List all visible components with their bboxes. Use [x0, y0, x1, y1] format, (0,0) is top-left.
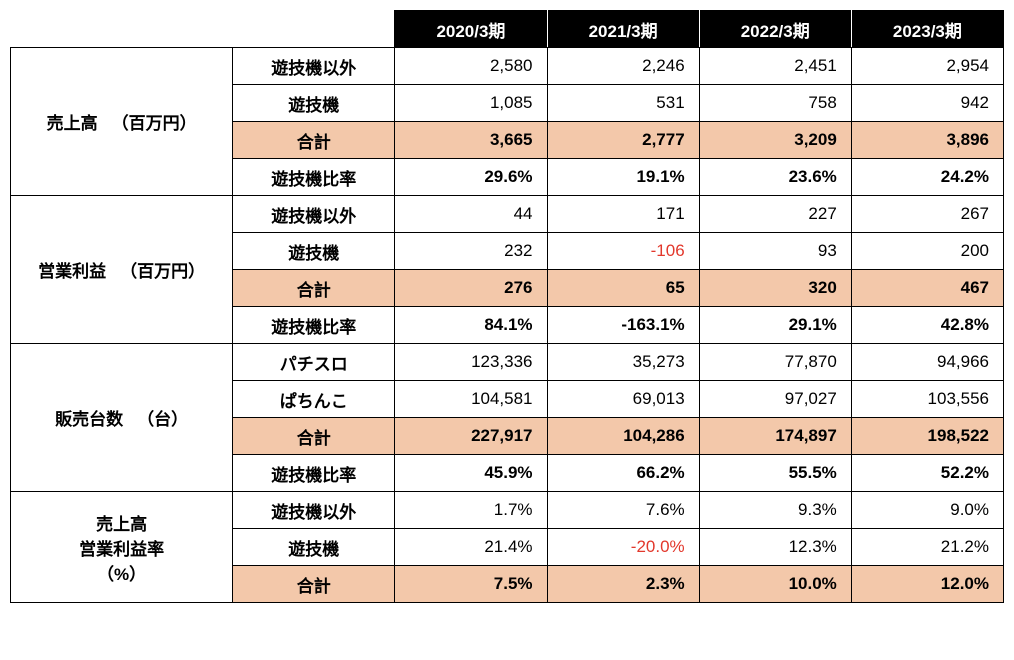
- value-cell: 198,522: [851, 418, 1003, 455]
- value-cell: 531: [547, 85, 699, 122]
- value-cell: 84.1%: [395, 307, 547, 344]
- metric-unit: （百万円）: [112, 109, 197, 134]
- empty-corner: [11, 11, 395, 48]
- value-cell: -106: [547, 233, 699, 270]
- value-cell: 104,286: [547, 418, 699, 455]
- value-cell: 66.2%: [547, 455, 699, 492]
- header-row: 2020/3期 2021/3期 2022/3期 2023/3期: [11, 11, 1004, 48]
- value-cell: 94,966: [851, 344, 1003, 381]
- table-row: 売上高営業利益率（%）遊技機以外1.7%7.6%9.3%9.0%: [11, 492, 1004, 529]
- value-cell: 55.5%: [699, 455, 851, 492]
- value-cell: 12.0%: [851, 566, 1003, 603]
- value-cell: 52.2%: [851, 455, 1003, 492]
- subrow-label: 合計: [233, 270, 395, 307]
- metric-unit: （台）: [137, 405, 188, 430]
- section-label: 売上高営業利益率（%）: [11, 492, 233, 603]
- subrow-label: パチスロ: [233, 344, 395, 381]
- value-cell: 2,246: [547, 48, 699, 85]
- value-cell: 7.6%: [547, 492, 699, 529]
- value-cell: 232: [395, 233, 547, 270]
- value-cell: 10.0%: [699, 566, 851, 603]
- value-cell: 21.2%: [851, 529, 1003, 566]
- value-cell: 93: [699, 233, 851, 270]
- subrow-label: 遊技機: [233, 233, 395, 270]
- value-cell: 2,451: [699, 48, 851, 85]
- subrow-label: 合計: [233, 418, 395, 455]
- period-header: 2021/3期: [547, 11, 699, 48]
- value-cell: 2,580: [395, 48, 547, 85]
- value-cell: 200: [851, 233, 1003, 270]
- metric-name: 販売台数: [55, 405, 123, 430]
- value-cell: 45.9%: [395, 455, 547, 492]
- value-cell: 24.2%: [851, 159, 1003, 196]
- value-cell: 103,556: [851, 381, 1003, 418]
- metric-name: 営業利益: [38, 257, 106, 282]
- value-cell: 21.4%: [395, 529, 547, 566]
- value-cell: 2,777: [547, 122, 699, 159]
- subrow-label: 遊技機以外: [233, 196, 395, 233]
- period-header: 2023/3期: [851, 11, 1003, 48]
- value-cell: 1.7%: [395, 492, 547, 529]
- value-cell: 174,897: [699, 418, 851, 455]
- value-cell: 42.8%: [851, 307, 1003, 344]
- value-cell: 9.0%: [851, 492, 1003, 529]
- value-cell: 276: [395, 270, 547, 307]
- value-cell: 35,273: [547, 344, 699, 381]
- value-cell: 69,013: [547, 381, 699, 418]
- value-cell: 320: [699, 270, 851, 307]
- value-cell: 758: [699, 85, 851, 122]
- table-row: 営業利益（百万円）遊技機以外44171227267: [11, 196, 1004, 233]
- value-cell: 3,665: [395, 122, 547, 159]
- value-cell: 23.6%: [699, 159, 851, 196]
- subrow-label: 遊技機: [233, 85, 395, 122]
- value-cell: 227,917: [395, 418, 547, 455]
- subrow-label: 遊技機比率: [233, 455, 395, 492]
- period-header: 2022/3期: [699, 11, 851, 48]
- value-cell: 2.3%: [547, 566, 699, 603]
- subrow-label: ぱちんこ: [233, 381, 395, 418]
- subrow-label: 遊技機比率: [233, 159, 395, 196]
- financial-table: 2020/3期 2021/3期 2022/3期 2023/3期 売上高（百万円）…: [10, 10, 1004, 603]
- value-cell: -163.1%: [547, 307, 699, 344]
- value-cell: 29.1%: [699, 307, 851, 344]
- section-label: 販売台数 （台）: [11, 344, 233, 492]
- value-cell: 77,870: [699, 344, 851, 381]
- value-cell: 9.3%: [699, 492, 851, 529]
- subrow-label: 遊技機以外: [233, 492, 395, 529]
- subrow-label: 合計: [233, 566, 395, 603]
- metric-name: 売上高営業利益率: [21, 510, 222, 560]
- value-cell: 44: [395, 196, 547, 233]
- metric-unit: （%）: [21, 560, 222, 585]
- subrow-label: 遊技機以外: [233, 48, 395, 85]
- value-cell: 7.5%: [395, 566, 547, 603]
- value-cell: 942: [851, 85, 1003, 122]
- value-cell: 2,954: [851, 48, 1003, 85]
- value-cell: 104,581: [395, 381, 547, 418]
- value-cell: 1,085: [395, 85, 547, 122]
- value-cell: 171: [547, 196, 699, 233]
- value-cell: 29.6%: [395, 159, 547, 196]
- value-cell: 267: [851, 196, 1003, 233]
- table-row: 売上高（百万円）遊技機以外2,5802,2462,4512,954: [11, 48, 1004, 85]
- value-cell: 19.1%: [547, 159, 699, 196]
- value-cell: 12.3%: [699, 529, 851, 566]
- value-cell: 227: [699, 196, 851, 233]
- metric-name: 売上高: [47, 109, 98, 134]
- metric-unit: （百万円）: [120, 257, 205, 282]
- value-cell: 97,027: [699, 381, 851, 418]
- value-cell: 467: [851, 270, 1003, 307]
- table-row: 販売台数（台）パチスロ123,33635,27377,87094,966: [11, 344, 1004, 381]
- period-header: 2020/3期: [395, 11, 547, 48]
- value-cell: 65: [547, 270, 699, 307]
- value-cell: 3,209: [699, 122, 851, 159]
- section-label: 売上高 （百万円）: [11, 48, 233, 196]
- subrow-label: 遊技機: [233, 529, 395, 566]
- value-cell: 3,896: [851, 122, 1003, 159]
- subrow-label: 遊技機比率: [233, 307, 395, 344]
- section-label: 営業利益 （百万円）: [11, 196, 233, 344]
- value-cell: -20.0%: [547, 529, 699, 566]
- value-cell: 123,336: [395, 344, 547, 381]
- subrow-label: 合計: [233, 122, 395, 159]
